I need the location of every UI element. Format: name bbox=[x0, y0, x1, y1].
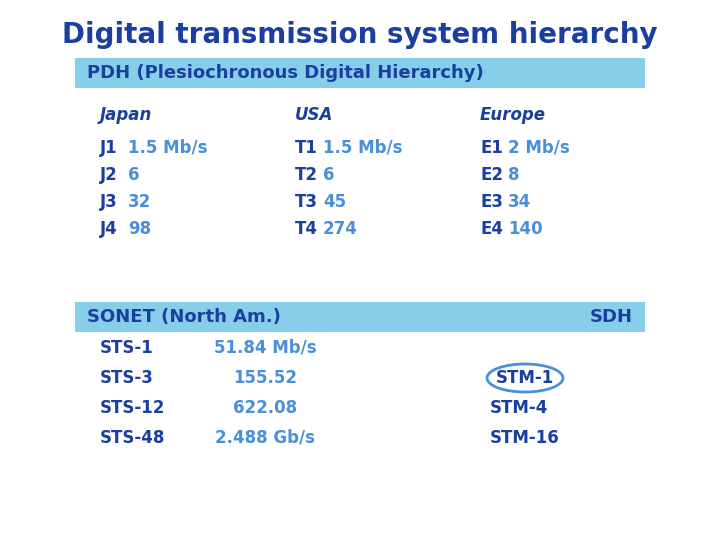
Text: 140: 140 bbox=[508, 220, 543, 238]
Text: 274: 274 bbox=[323, 220, 358, 238]
Text: E2: E2 bbox=[480, 166, 503, 184]
Text: 8: 8 bbox=[508, 166, 520, 184]
Text: 1.5 Mb/s: 1.5 Mb/s bbox=[323, 139, 402, 157]
Text: STM-4: STM-4 bbox=[490, 399, 549, 417]
Text: T3: T3 bbox=[295, 193, 318, 211]
FancyBboxPatch shape bbox=[75, 302, 645, 332]
Text: SDH: SDH bbox=[590, 308, 633, 326]
Text: 155.52: 155.52 bbox=[233, 369, 297, 387]
Text: 32: 32 bbox=[128, 193, 151, 211]
FancyBboxPatch shape bbox=[75, 58, 645, 88]
Text: STM-16: STM-16 bbox=[490, 429, 559, 447]
Text: 98: 98 bbox=[128, 220, 151, 238]
Text: STS-12: STS-12 bbox=[100, 399, 166, 417]
Text: USA: USA bbox=[295, 106, 333, 124]
Text: 45: 45 bbox=[323, 193, 346, 211]
Text: T1: T1 bbox=[295, 139, 318, 157]
Text: T2: T2 bbox=[295, 166, 318, 184]
Text: Digital transmission system hierarchy: Digital transmission system hierarchy bbox=[62, 21, 658, 49]
Text: 34: 34 bbox=[508, 193, 531, 211]
Text: 1.5 Mb/s: 1.5 Mb/s bbox=[128, 139, 207, 157]
Text: SONET (North Am.): SONET (North Am.) bbox=[87, 308, 281, 326]
Text: T4: T4 bbox=[295, 220, 318, 238]
Text: E1: E1 bbox=[480, 139, 503, 157]
Text: 51.84 Mb/s: 51.84 Mb/s bbox=[214, 339, 316, 357]
Text: 622.08: 622.08 bbox=[233, 399, 297, 417]
Text: STM-1: STM-1 bbox=[496, 369, 554, 387]
Text: 2.488 Gb/s: 2.488 Gb/s bbox=[215, 429, 315, 447]
Text: 6: 6 bbox=[128, 166, 140, 184]
Text: E3: E3 bbox=[480, 193, 503, 211]
Text: Europe: Europe bbox=[480, 106, 546, 124]
Text: 6: 6 bbox=[323, 166, 335, 184]
Text: J4: J4 bbox=[100, 220, 118, 238]
Text: J1: J1 bbox=[100, 139, 117, 157]
Text: J2: J2 bbox=[100, 166, 118, 184]
Text: STS-3: STS-3 bbox=[100, 369, 154, 387]
Text: 2 Mb/s: 2 Mb/s bbox=[508, 139, 570, 157]
Text: STS-48: STS-48 bbox=[100, 429, 166, 447]
Text: J3: J3 bbox=[100, 193, 118, 211]
Text: STS-1: STS-1 bbox=[100, 339, 154, 357]
Text: PDH (Plesiochronous Digital Hierarchy): PDH (Plesiochronous Digital Hierarchy) bbox=[87, 64, 484, 82]
Text: E4: E4 bbox=[480, 220, 503, 238]
Text: Japan: Japan bbox=[100, 106, 153, 124]
